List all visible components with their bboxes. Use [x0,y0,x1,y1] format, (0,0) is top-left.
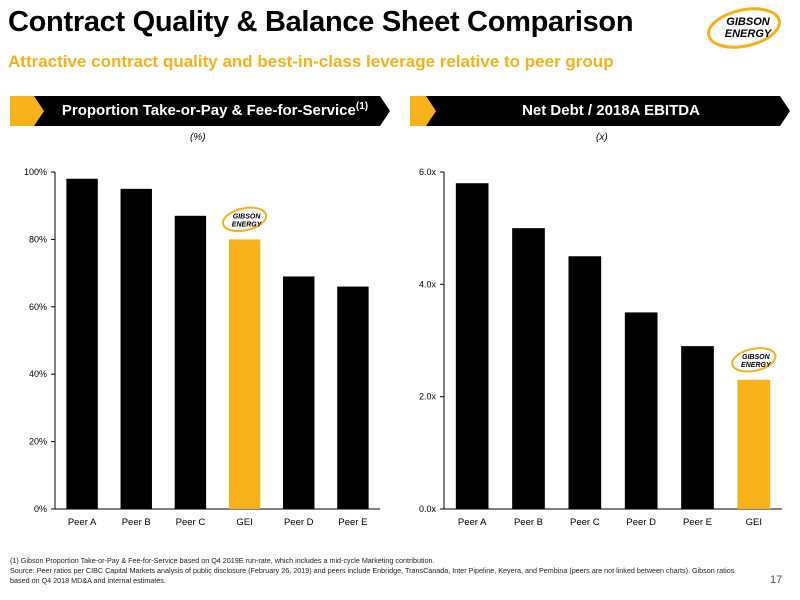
x-tick-label: Peer A [68,517,97,528]
right-banner-title: Net Debt / 2018A EBITDA [522,102,700,119]
y-tick-label: 20% [29,437,47,447]
footnotes: (1) Gibson Proportion Take-or-Pay & Fee-… [10,556,750,586]
y-tick-label: 100% [24,167,47,177]
bar-peer-b [120,188,152,509]
x-tick-label: Peer E [338,517,367,528]
y-tick-label: 40% [29,369,47,379]
bar-peer-a [66,178,98,510]
page-title: Contract Quality & Balance Sheet Compari… [8,6,634,38]
gei-logo-text-bottom: ENERGY [232,221,263,228]
y-tick-label: 80% [29,234,47,244]
y-tick-label: 0.0x [419,504,437,514]
x-tick-label: Peer D [626,517,656,528]
footnote-source: Source: Peer ratios per CIBC Capital Mar… [10,566,735,585]
bar-peer-d [624,312,658,509]
bar-peer-c [174,215,207,509]
bar-peer-d [283,276,315,509]
gei-logo-text-bottom: ENERGY [741,362,772,369]
x-tick-label: GEI [746,517,762,528]
y-tick-label: 6.0x [419,167,437,177]
footnote-marker: (1) [355,101,369,112]
bar-peer-e [337,286,369,509]
take-or-pay-bar-chart: 0% 20% 40% 60% 80% 100% Peer A Peer B Peer C GEI G… [24,167,380,528]
gei-logo-text-top: GIBSON [233,213,262,220]
left-chart-unit: (%) [190,132,206,143]
left-chart-banner: Proportion Take-or-Pay & Fee-for-Service… [10,96,390,126]
gei-logo-text-top: GIBSON [742,354,771,361]
x-tick-label: Peer D [284,517,314,528]
right-banner-shape [410,96,790,126]
x-tick-label: Peer C [176,517,206,528]
bar-peer-a [455,183,489,509]
x-tick-label: Peer A [458,517,487,528]
x-tick-label: Peer B [514,517,543,528]
x-tick-label: Peer E [683,517,712,528]
y-tick-label: 60% [29,302,47,312]
bar-peer-b [512,228,545,509]
bar-gei [228,239,261,509]
right-chart-banner: Net Debt / 2018A EBITDA [410,96,790,126]
left-banner-shape [10,96,390,126]
x-tick-label: Peer B [122,517,151,528]
x-tick-label: GEI [236,517,252,528]
logo-text-bottom: ENERGY [725,28,773,40]
footnote-1: (1) Gibson Proportion Take-or-Pay & Fee-… [10,556,435,565]
gibson-energy-logo-mark: GIBSON ENERGY [707,7,781,49]
y-tick-label: 4.0x [419,279,437,289]
bar-peer-c [568,256,602,509]
gibson-energy-logo: GIBSON ENERGY [704,6,784,50]
page-subtitle: Attractive contract quality and best-in-… [8,52,614,71]
logo-text-top: GIBSON [726,16,770,28]
bar-gei [737,379,771,509]
net-debt-ebitda-bar-chart: 0.0x 2.0x 4.0x 6.0x Peer A Peer B Peer C Peer D… [419,167,782,528]
right-chart-unit: (x) [596,132,608,143]
y-tick-label: 2.0x [419,392,437,402]
page-number: 17 [770,574,783,586]
y-tick-label: 0% [34,504,47,514]
bar-peer-e [681,346,714,509]
left-banner-title: Proportion Take-or-Pay & Fee-for-Service… [61,101,369,120]
x-tick-label: Peer C [570,517,600,528]
